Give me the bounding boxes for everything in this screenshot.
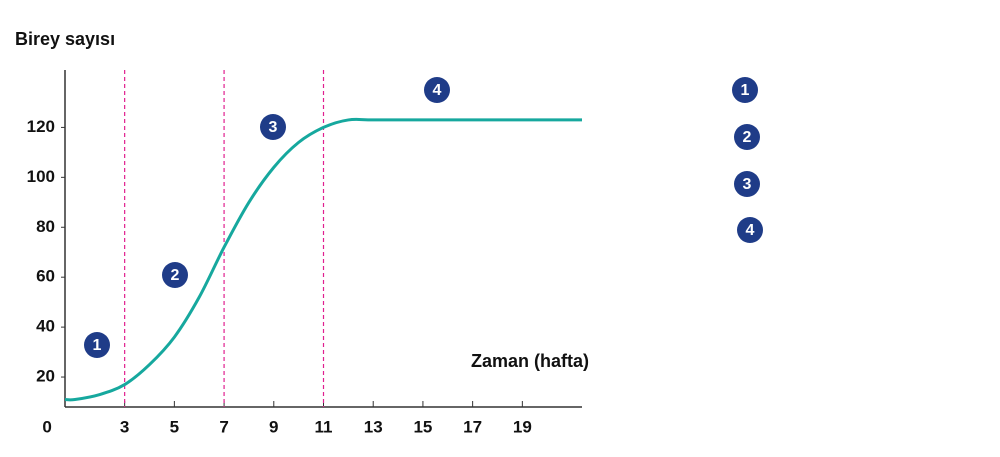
y-tick-label: 100 xyxy=(27,167,55,186)
phase-marker xyxy=(424,77,450,103)
phase-marker-label: 2 xyxy=(171,267,180,284)
phase-legend xyxy=(737,217,763,243)
y-tick-label: 20 xyxy=(36,367,55,386)
phase-marker xyxy=(162,262,188,288)
y-tick-label: 60 xyxy=(36,267,55,286)
x-tick-label: 5 xyxy=(170,417,179,436)
x-tick-label: 9 xyxy=(269,417,278,436)
phase-legend-label: 3 xyxy=(743,176,752,193)
x-tick-label: 3 xyxy=(120,417,129,436)
y-tick-label: 80 xyxy=(36,217,55,236)
x-tick-label: 17 xyxy=(463,417,482,436)
x-tick-label: 13 xyxy=(364,417,383,436)
phase-marker-label: 1 xyxy=(93,337,102,354)
phase-marker-label: 3 xyxy=(269,119,278,136)
y-tick-label: 40 xyxy=(36,317,55,336)
phase-legend-label: 2 xyxy=(743,129,752,146)
phase-marker-label: 4 xyxy=(433,82,442,99)
x-axis-title: Zaman (hafta) xyxy=(471,351,589,371)
phase-legend xyxy=(732,77,758,103)
x-tick-label: 0 xyxy=(42,417,51,436)
phase-legend xyxy=(734,124,760,150)
x-tick-label: 11 xyxy=(315,417,333,436)
phase-legend-label: 1 xyxy=(741,82,750,99)
growth-curve xyxy=(64,117,582,402)
phase-legend xyxy=(734,171,760,197)
x-tick-label: 19 xyxy=(513,417,532,436)
x-tick-label: 7 xyxy=(219,417,228,436)
y-axis-title: Birey sayısı xyxy=(15,29,115,49)
y-tick-label: 120 xyxy=(27,117,55,136)
phase-marker xyxy=(84,332,110,358)
x-tick-label: 15 xyxy=(413,417,432,436)
phase-marker xyxy=(260,114,286,140)
phase-legend-label: 4 xyxy=(746,222,755,239)
